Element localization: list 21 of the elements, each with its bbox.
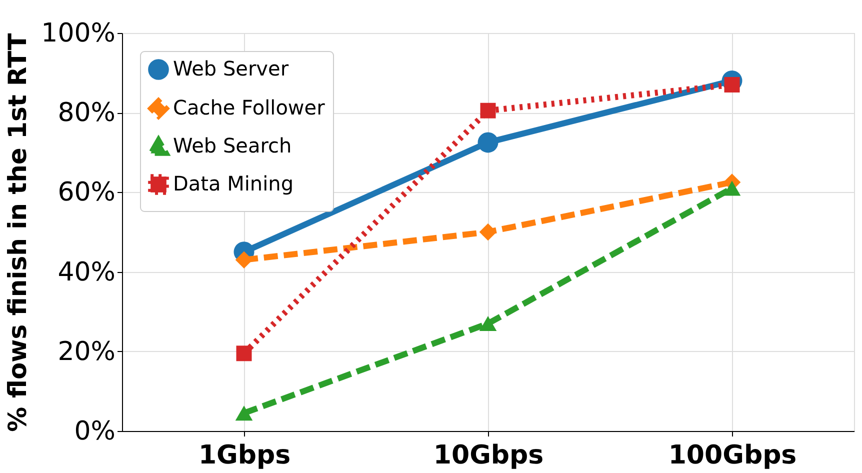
point — [235, 406, 253, 421]
legend-label: Cache Follower — [173, 96, 326, 120]
y-axis-title: % flows finish in the 1st RTT — [3, 33, 32, 432]
y-tick-label: 60% — [58, 178, 116, 208]
x-tick-label: 10Gbps — [433, 440, 544, 470]
y-tick-label: 100% — [41, 18, 116, 48]
point — [479, 223, 497, 241]
y-tick-label: 40% — [58, 257, 116, 288]
legend-label: Data Mining — [173, 172, 294, 196]
point — [478, 132, 498, 153]
x-tick-label: 1Gbps — [198, 440, 291, 470]
point — [236, 346, 252, 362]
y-tick-label: 0% — [74, 416, 116, 446]
legend-label: Web Search — [173, 134, 292, 158]
legend-label: Web Server — [173, 56, 290, 80]
point — [479, 316, 497, 332]
point — [480, 102, 496, 118]
y-tick-label: 20% — [58, 336, 116, 367]
point — [723, 180, 741, 196]
y-tick-label: 80% — [58, 98, 116, 128]
x-tick-label: 100Gbps — [668, 440, 797, 470]
